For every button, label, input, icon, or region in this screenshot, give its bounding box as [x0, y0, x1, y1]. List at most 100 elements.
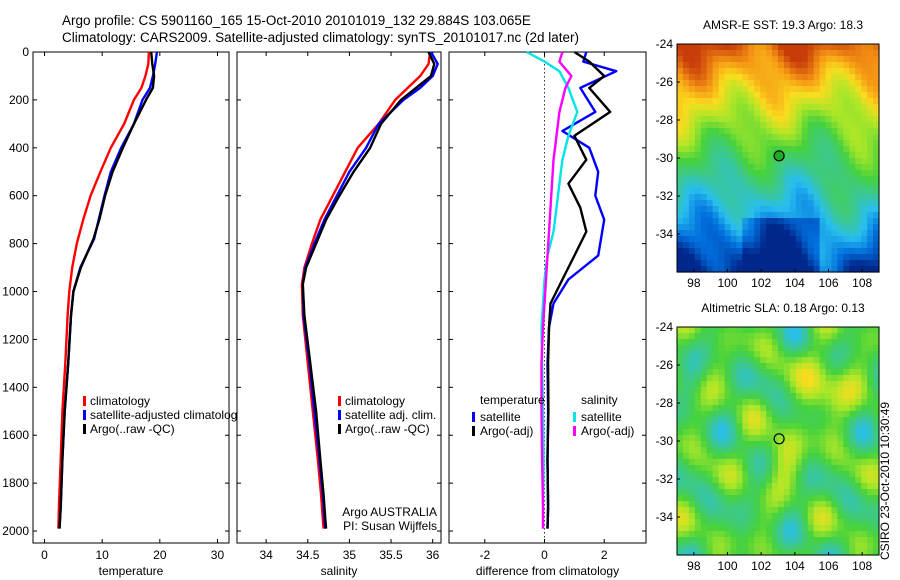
map-cell	[694, 417, 702, 424]
map-cell	[873, 92, 880, 99]
map-cell	[801, 230, 809, 237]
map-cell	[778, 260, 785, 267]
map-cell	[849, 381, 856, 388]
map-cell	[682, 182, 690, 189]
map-cell	[700, 471, 708, 478]
map-cell	[849, 218, 856, 225]
map-cell	[789, 146, 797, 153]
map-cell	[730, 44, 738, 51]
map-cell	[718, 513, 726, 520]
map-cell	[736, 471, 743, 478]
map-cell	[813, 357, 821, 364]
map-cell	[789, 375, 797, 382]
map-cell	[831, 489, 839, 496]
map-cell	[795, 260, 803, 267]
map-cell	[682, 134, 690, 141]
map-cell	[849, 260, 856, 267]
map-cell	[813, 411, 821, 418]
map-cell	[873, 122, 880, 129]
map-cell	[819, 110, 827, 117]
map-cell	[801, 513, 809, 520]
map-cell	[813, 134, 821, 141]
legend-swatch	[338, 424, 341, 434]
legend-swatch	[472, 412, 475, 422]
map-cell	[831, 501, 839, 508]
map-cell	[831, 248, 839, 255]
map-cell	[730, 471, 738, 478]
map-cell	[748, 333, 755, 340]
map-cell	[783, 435, 791, 442]
map-cell	[760, 477, 767, 484]
map-cell	[819, 351, 827, 358]
map-cell	[754, 104, 761, 111]
map-cell	[849, 134, 856, 141]
map-cell	[855, 170, 862, 177]
map-title: Altimetric SLA: 0.18 Argo: 0.13	[701, 301, 865, 315]
map-cell	[813, 266, 821, 273]
map-cell	[819, 212, 827, 219]
map-cell	[754, 411, 761, 418]
map-cell	[742, 62, 749, 69]
map-cell	[736, 98, 743, 105]
map-cell	[748, 236, 755, 243]
map-cell	[813, 447, 821, 454]
map-cell	[795, 471, 803, 478]
map-cell	[730, 477, 738, 484]
map-cell	[867, 230, 874, 237]
map-cell	[867, 477, 874, 484]
map-cell	[688, 435, 696, 442]
map-cell	[801, 525, 809, 532]
map-cell	[807, 435, 815, 442]
map-cell	[700, 230, 708, 237]
map-cell	[724, 519, 732, 526]
map-cell	[831, 170, 839, 177]
map-cell	[766, 248, 773, 255]
map-cell	[843, 194, 850, 201]
map-cell	[706, 375, 714, 382]
map-cell	[801, 333, 809, 340]
map-cell	[700, 128, 708, 135]
map-cell	[760, 170, 767, 177]
map-cell	[694, 50, 702, 57]
map-cell	[724, 230, 732, 237]
map-cell	[837, 98, 844, 105]
map-cell	[712, 477, 720, 484]
map-cell	[706, 152, 714, 159]
map-cell	[730, 345, 738, 352]
map-cell	[819, 513, 827, 520]
map-cell	[837, 429, 844, 436]
map-cell	[677, 345, 684, 352]
map-cell	[748, 164, 755, 171]
map-cell	[706, 489, 714, 496]
map-cell	[742, 152, 749, 159]
map-cell	[736, 411, 743, 418]
map-cell	[736, 441, 743, 448]
map-cell	[754, 525, 761, 532]
map-cell	[772, 134, 779, 141]
map-cell	[682, 399, 690, 406]
map-cell	[712, 345, 720, 352]
map-cell	[849, 531, 856, 538]
map-cell	[873, 140, 880, 147]
map-cell	[677, 537, 684, 544]
map-cell	[861, 357, 868, 364]
map-cell	[789, 477, 797, 484]
map-cell	[694, 531, 702, 538]
map-cell	[766, 381, 773, 388]
map-cell	[849, 110, 856, 117]
map-cell	[772, 537, 779, 544]
map-cell	[861, 176, 868, 183]
map-cell	[807, 411, 815, 418]
map-cell	[831, 381, 839, 388]
map-cell	[688, 206, 696, 213]
map-cell	[748, 248, 755, 255]
map-cell	[742, 242, 749, 249]
map-cell	[849, 501, 856, 508]
map-cell	[736, 206, 743, 213]
map-cell	[772, 266, 779, 273]
map-cell	[766, 62, 773, 69]
map-cell	[813, 56, 821, 63]
map-cell	[677, 411, 684, 418]
map-cell	[813, 80, 821, 87]
map-cell	[706, 345, 714, 352]
